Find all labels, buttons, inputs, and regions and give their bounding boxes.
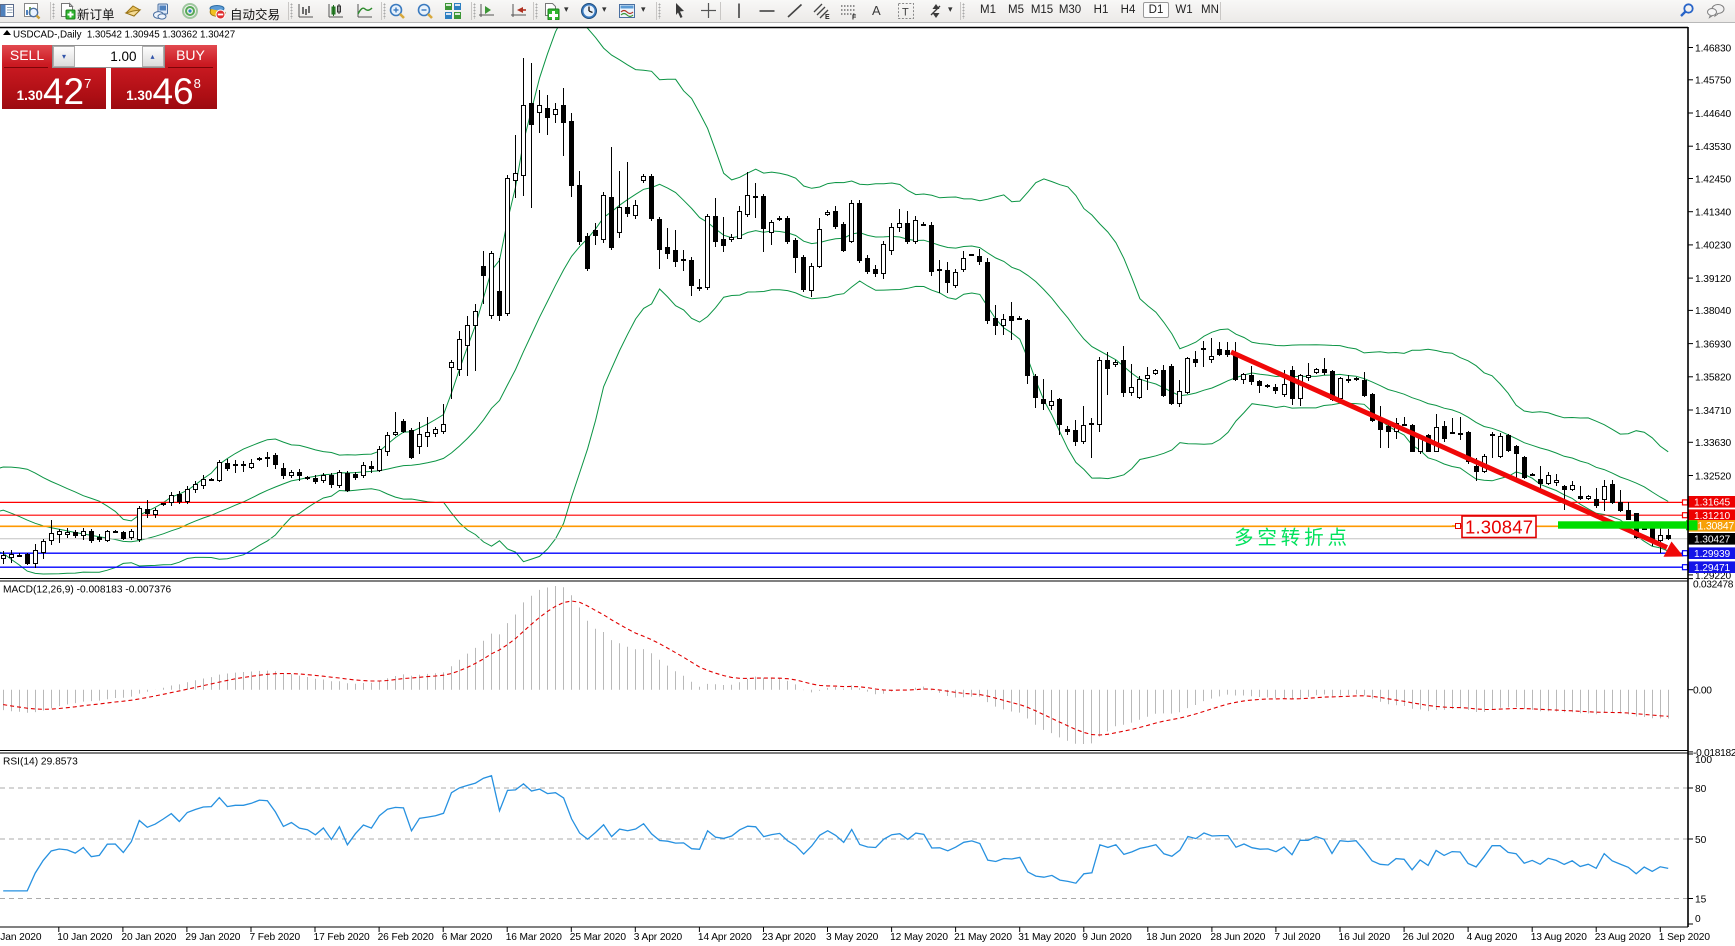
svg-text:12 May 2020: 12 May 2020 [890, 932, 948, 943]
svg-text:1.32520: 1.32520 [1695, 471, 1732, 482]
svg-text:10 Jan 2020: 10 Jan 2020 [57, 932, 112, 943]
svg-text:6 Mar 2020: 6 Mar 2020 [442, 932, 493, 943]
svg-text:31 May 2020: 31 May 2020 [1018, 932, 1076, 943]
svg-text:F: F [852, 15, 857, 21]
svg-text:23 Apr 2020: 23 Apr 2020 [762, 932, 816, 943]
svg-text:23 Aug 2020: 23 Aug 2020 [1595, 932, 1652, 943]
svg-text:1.30847: 1.30847 [1465, 517, 1533, 538]
svg-text:0: 0 [1695, 914, 1701, 925]
svg-text:1.35820: 1.35820 [1695, 373, 1732, 384]
svg-text:1.40230: 1.40230 [1695, 241, 1732, 252]
svg-text:1.29220: 1.29220 [1695, 571, 1732, 582]
svg-text:1.38040: 1.38040 [1695, 306, 1732, 317]
svg-text:1.29471: 1.29471 [1694, 563, 1731, 574]
svg-text:16 Mar 2020: 16 Mar 2020 [506, 932, 563, 943]
svg-text:3 May 2020: 3 May 2020 [826, 932, 879, 943]
svg-text:15: 15 [1695, 895, 1707, 906]
svg-text:1.31645: 1.31645 [1694, 498, 1731, 509]
svg-text:1.34710: 1.34710 [1695, 406, 1732, 417]
svg-text:20 Jan 2020: 20 Jan 2020 [121, 932, 176, 943]
svg-text:28 Jun 2020: 28 Jun 2020 [1210, 932, 1265, 943]
svg-text:16 Jul 2020: 16 Jul 2020 [1339, 932, 1391, 943]
svg-text:14 Apr 2020: 14 Apr 2020 [698, 932, 752, 943]
svg-text:1.39120: 1.39120 [1695, 274, 1732, 285]
svg-text:100: 100 [1695, 755, 1712, 766]
svg-text:50: 50 [1695, 835, 1707, 846]
svg-text:2 Jan 2020: 2 Jan 2020 [0, 932, 42, 943]
svg-text:21 May 2020: 21 May 2020 [954, 932, 1012, 943]
svg-text:1.45750: 1.45750 [1695, 76, 1732, 87]
svg-text:25 Mar 2020: 25 Mar 2020 [570, 932, 627, 943]
svg-text:13 Aug 2020: 13 Aug 2020 [1531, 932, 1588, 943]
svg-text:1.44640: 1.44640 [1695, 109, 1732, 120]
svg-text:1.33630: 1.33630 [1695, 438, 1732, 449]
svg-text:0.00: 0.00 [1693, 686, 1712, 697]
svg-text:80: 80 [1695, 784, 1707, 795]
svg-text:E: E [825, 14, 830, 20]
svg-text:0.032478: 0.032478 [1693, 580, 1734, 591]
svg-text:26 Feb 2020: 26 Feb 2020 [378, 932, 435, 943]
svg-text:-0.018182: -0.018182 [1693, 748, 1735, 759]
svg-text:7 Jul 2020: 7 Jul 2020 [1274, 932, 1320, 943]
svg-text:18 Jun 2020: 18 Jun 2020 [1146, 932, 1201, 943]
svg-text:USDCAD-,Daily 1.30542 1.30945: USDCAD-,Daily 1.30542 1.30945 1.30362 1.… [13, 30, 235, 41]
svg-text:1.46830: 1.46830 [1695, 43, 1732, 54]
svg-text:RSI(14) 29.8573: RSI(14) 29.8573 [3, 757, 78, 768]
svg-text:1.29939: 1.29939 [1694, 549, 1731, 560]
svg-text:1.36930: 1.36930 [1695, 339, 1732, 350]
svg-text:1.31210: 1.31210 [1694, 511, 1731, 522]
svg-text:MACD(12,26,9) -0.008183 -0.007: MACD(12,26,9) -0.008183 -0.007376 [3, 585, 172, 596]
svg-text:1.42450: 1.42450 [1695, 174, 1732, 185]
svg-text:26 Jul 2020: 26 Jul 2020 [1403, 932, 1455, 943]
svg-text:7 Feb 2020: 7 Feb 2020 [250, 932, 301, 943]
svg-text:1.30427: 1.30427 [1694, 535, 1731, 546]
svg-text:1.41340: 1.41340 [1695, 208, 1732, 219]
svg-text:多空转折点: 多空转折点 [1234, 527, 1347, 549]
svg-text:1 Sep 2020: 1 Sep 2020 [1659, 932, 1711, 943]
svg-text:9 Jun 2020: 9 Jun 2020 [1082, 932, 1132, 943]
svg-text:3 Apr 2020: 3 Apr 2020 [634, 932, 683, 943]
svg-text:T: T [902, 7, 909, 19]
svg-text:4 Aug 2020: 4 Aug 2020 [1467, 932, 1518, 943]
svg-text:1.30847: 1.30847 [1698, 521, 1735, 533]
svg-text:17 Feb 2020: 17 Feb 2020 [314, 932, 371, 943]
svg-text:29 Jan 2020: 29 Jan 2020 [185, 932, 240, 943]
svg-text:1.43530: 1.43530 [1695, 142, 1732, 153]
